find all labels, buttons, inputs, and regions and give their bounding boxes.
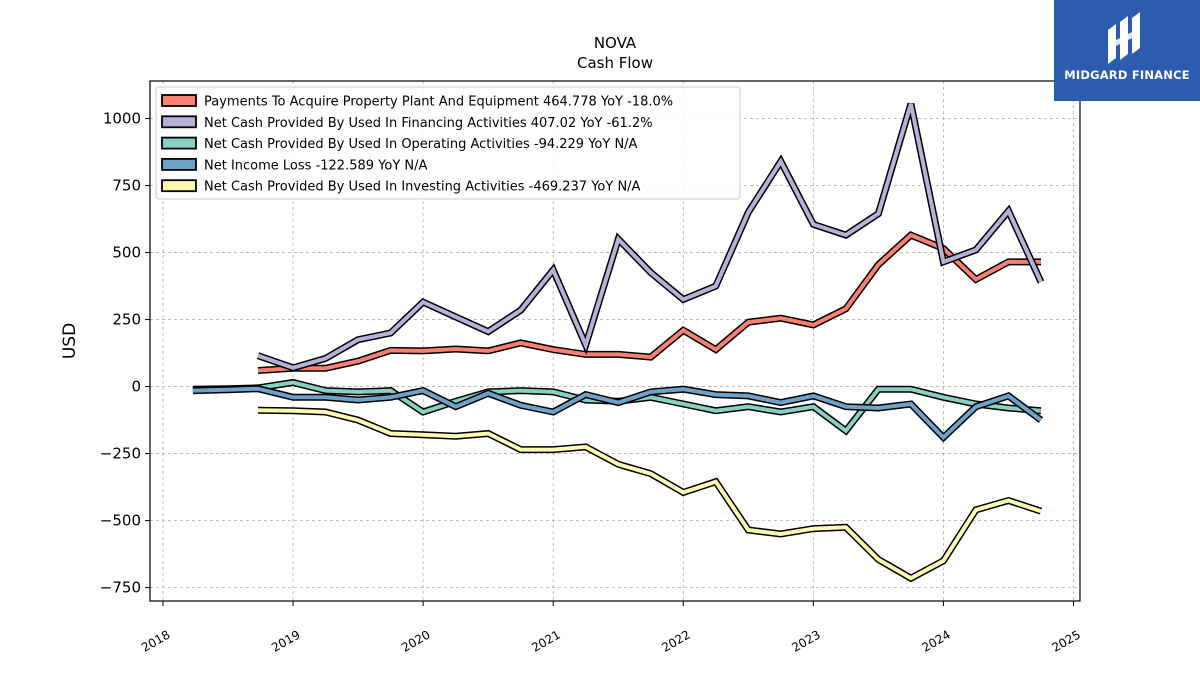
- y-tick-label: 500: [112, 244, 141, 262]
- series-line: [257, 408, 1042, 581]
- legend-swatch: [161, 157, 197, 171]
- legend-label: Net Cash Provided By Used In Investing A…: [204, 180, 641, 195]
- series-5: [257, 406, 1043, 583]
- y-tick-label: −250: [100, 445, 141, 463]
- x-tick-label: 2025: [1050, 627, 1083, 654]
- y-tick-label: −750: [100, 579, 141, 597]
- x-tick-label: 2019: [269, 627, 302, 654]
- y-tick-label: 250: [112, 311, 141, 329]
- series-4: [192, 385, 1044, 443]
- chart-subtitle: Cash Flow: [577, 54, 653, 72]
- x-tick-label: 2021: [529, 627, 562, 654]
- legend-box: [155, 86, 741, 200]
- y-axis: −750 −500 −250 0 250 500 750 1000: [100, 110, 150, 597]
- y-tick-label: −500: [100, 512, 141, 530]
- x-tick-label: 2023: [789, 627, 822, 654]
- y-tick-label: 1000: [103, 110, 141, 128]
- y-tick-label: 0: [131, 378, 141, 396]
- legend-label: Net Income Loss -122.589 YoY N/A: [204, 158, 427, 173]
- plot-frame: [149, 80, 1081, 602]
- legend: Payments To Acquire Property Plant And E…: [155, 86, 741, 200]
- legend-label: Payments To Acquire Property Plant And E…: [204, 95, 673, 110]
- logo-text: MIDGARD FINANCE: [1064, 68, 1190, 82]
- series-outline: [257, 231, 1041, 374]
- legend-swatch: [161, 94, 197, 107]
- series-outline: [257, 406, 1043, 583]
- series-layer: [192, 102, 1045, 583]
- x-axis: 2018 2019 2020 2021 2022 2023 2024 2025: [139, 601, 1083, 655]
- midgard-finance-logo: MIDGARD FINANCE: [1054, 0, 1200, 101]
- series-2: [256, 102, 1045, 372]
- x-tick-label: 2022: [659, 627, 692, 654]
- y-axis-label: USD: [60, 323, 80, 359]
- series-line: [257, 103, 1043, 370]
- logo-mark-icon: [1108, 12, 1140, 64]
- series-1: [257, 231, 1041, 374]
- series-line: [257, 232, 1041, 373]
- legend-swatch: [161, 115, 197, 129]
- legend-swatch: [161, 179, 197, 193]
- x-tick-label: 2020: [399, 627, 432, 654]
- series-line: [192, 386, 1043, 441]
- chart-title: NOVA: [594, 34, 637, 52]
- legend-label: Net Cash Provided By Used In Operating A…: [204, 137, 638, 152]
- legend-label: Net Cash Provided By Used In Financing A…: [204, 116, 653, 131]
- y-tick-label: 750: [112, 177, 141, 195]
- x-tick-label: 2018: [139, 627, 172, 654]
- x-tick-label: 2024: [919, 627, 952, 654]
- legend-swatch: [161, 136, 197, 150]
